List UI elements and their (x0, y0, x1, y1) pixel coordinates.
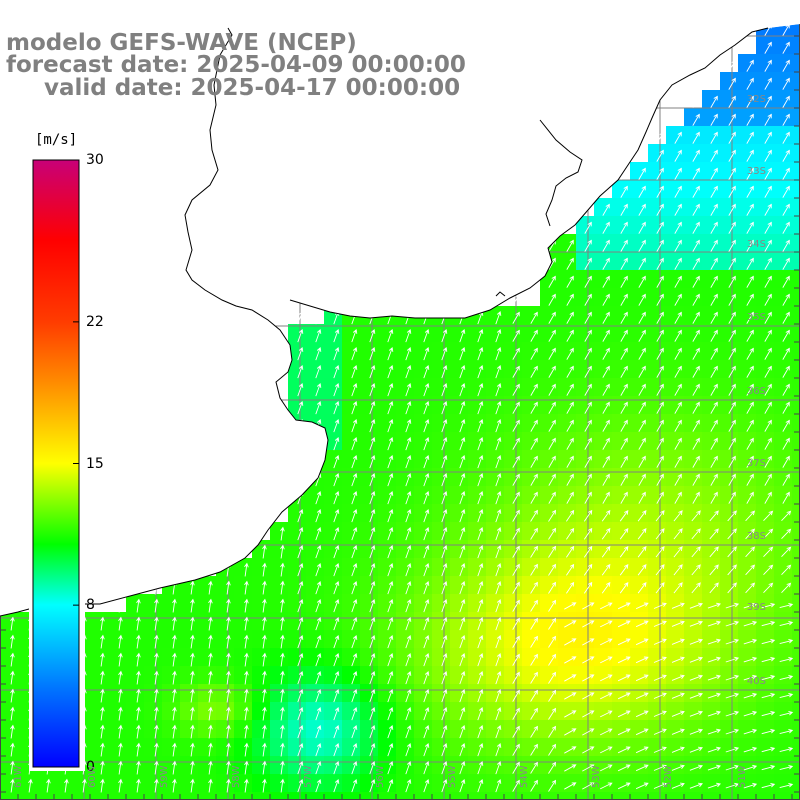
longitude-label: 61W (13, 765, 24, 788)
latitude-label: 38S (746, 531, 766, 542)
latitude-label: 33S (746, 166, 766, 177)
longitude-label: 60W (87, 765, 98, 788)
coastline-estuary (289, 27, 769, 319)
latitude-label: 39S (746, 602, 766, 613)
lagoon-outline (495, 119, 583, 297)
latitude-label: 35S (746, 312, 766, 323)
latitude-label: 36S (746, 386, 766, 397)
colorbar-tick-label: 30 (86, 152, 104, 168)
colorbar-unit: [m/s] (33, 132, 80, 148)
longitude-label: 53W (591, 765, 602, 788)
latitude-label: 32S (746, 94, 766, 105)
longitude-label: 59W (159, 765, 170, 788)
longitude-label: 57W (303, 765, 314, 788)
latitude-label: 40S (746, 676, 766, 687)
colorbar (32, 159, 80, 768)
longitude-label: 56W (375, 765, 386, 788)
longitude-label: 55W (447, 765, 458, 788)
longitude-label: 51W (737, 765, 748, 788)
valid-date: valid date: 2025-04-17 00:00:00 (44, 75, 461, 101)
latitude-label: 34S (746, 239, 766, 250)
longitude-label: 58W (231, 765, 242, 788)
longitude-label: 52W (663, 765, 674, 788)
latitude-label: 37S (746, 458, 766, 469)
longitude-label: 54W (519, 765, 530, 788)
colorbar-tick-label: 22 (86, 313, 104, 330)
coastline (0, 27, 329, 617)
colorbar-tick-label: 0 (86, 759, 95, 775)
wind-arrows (10, 5, 794, 793)
colorbar-tick-label: 15 (86, 455, 104, 472)
colorbar-tick-label: 8 (86, 597, 95, 614)
forecast-date: forecast date: 2025-04-09 00:00:00 (6, 52, 466, 78)
model-title: modelo GEFS-WAVE (NCEP) (6, 30, 357, 56)
